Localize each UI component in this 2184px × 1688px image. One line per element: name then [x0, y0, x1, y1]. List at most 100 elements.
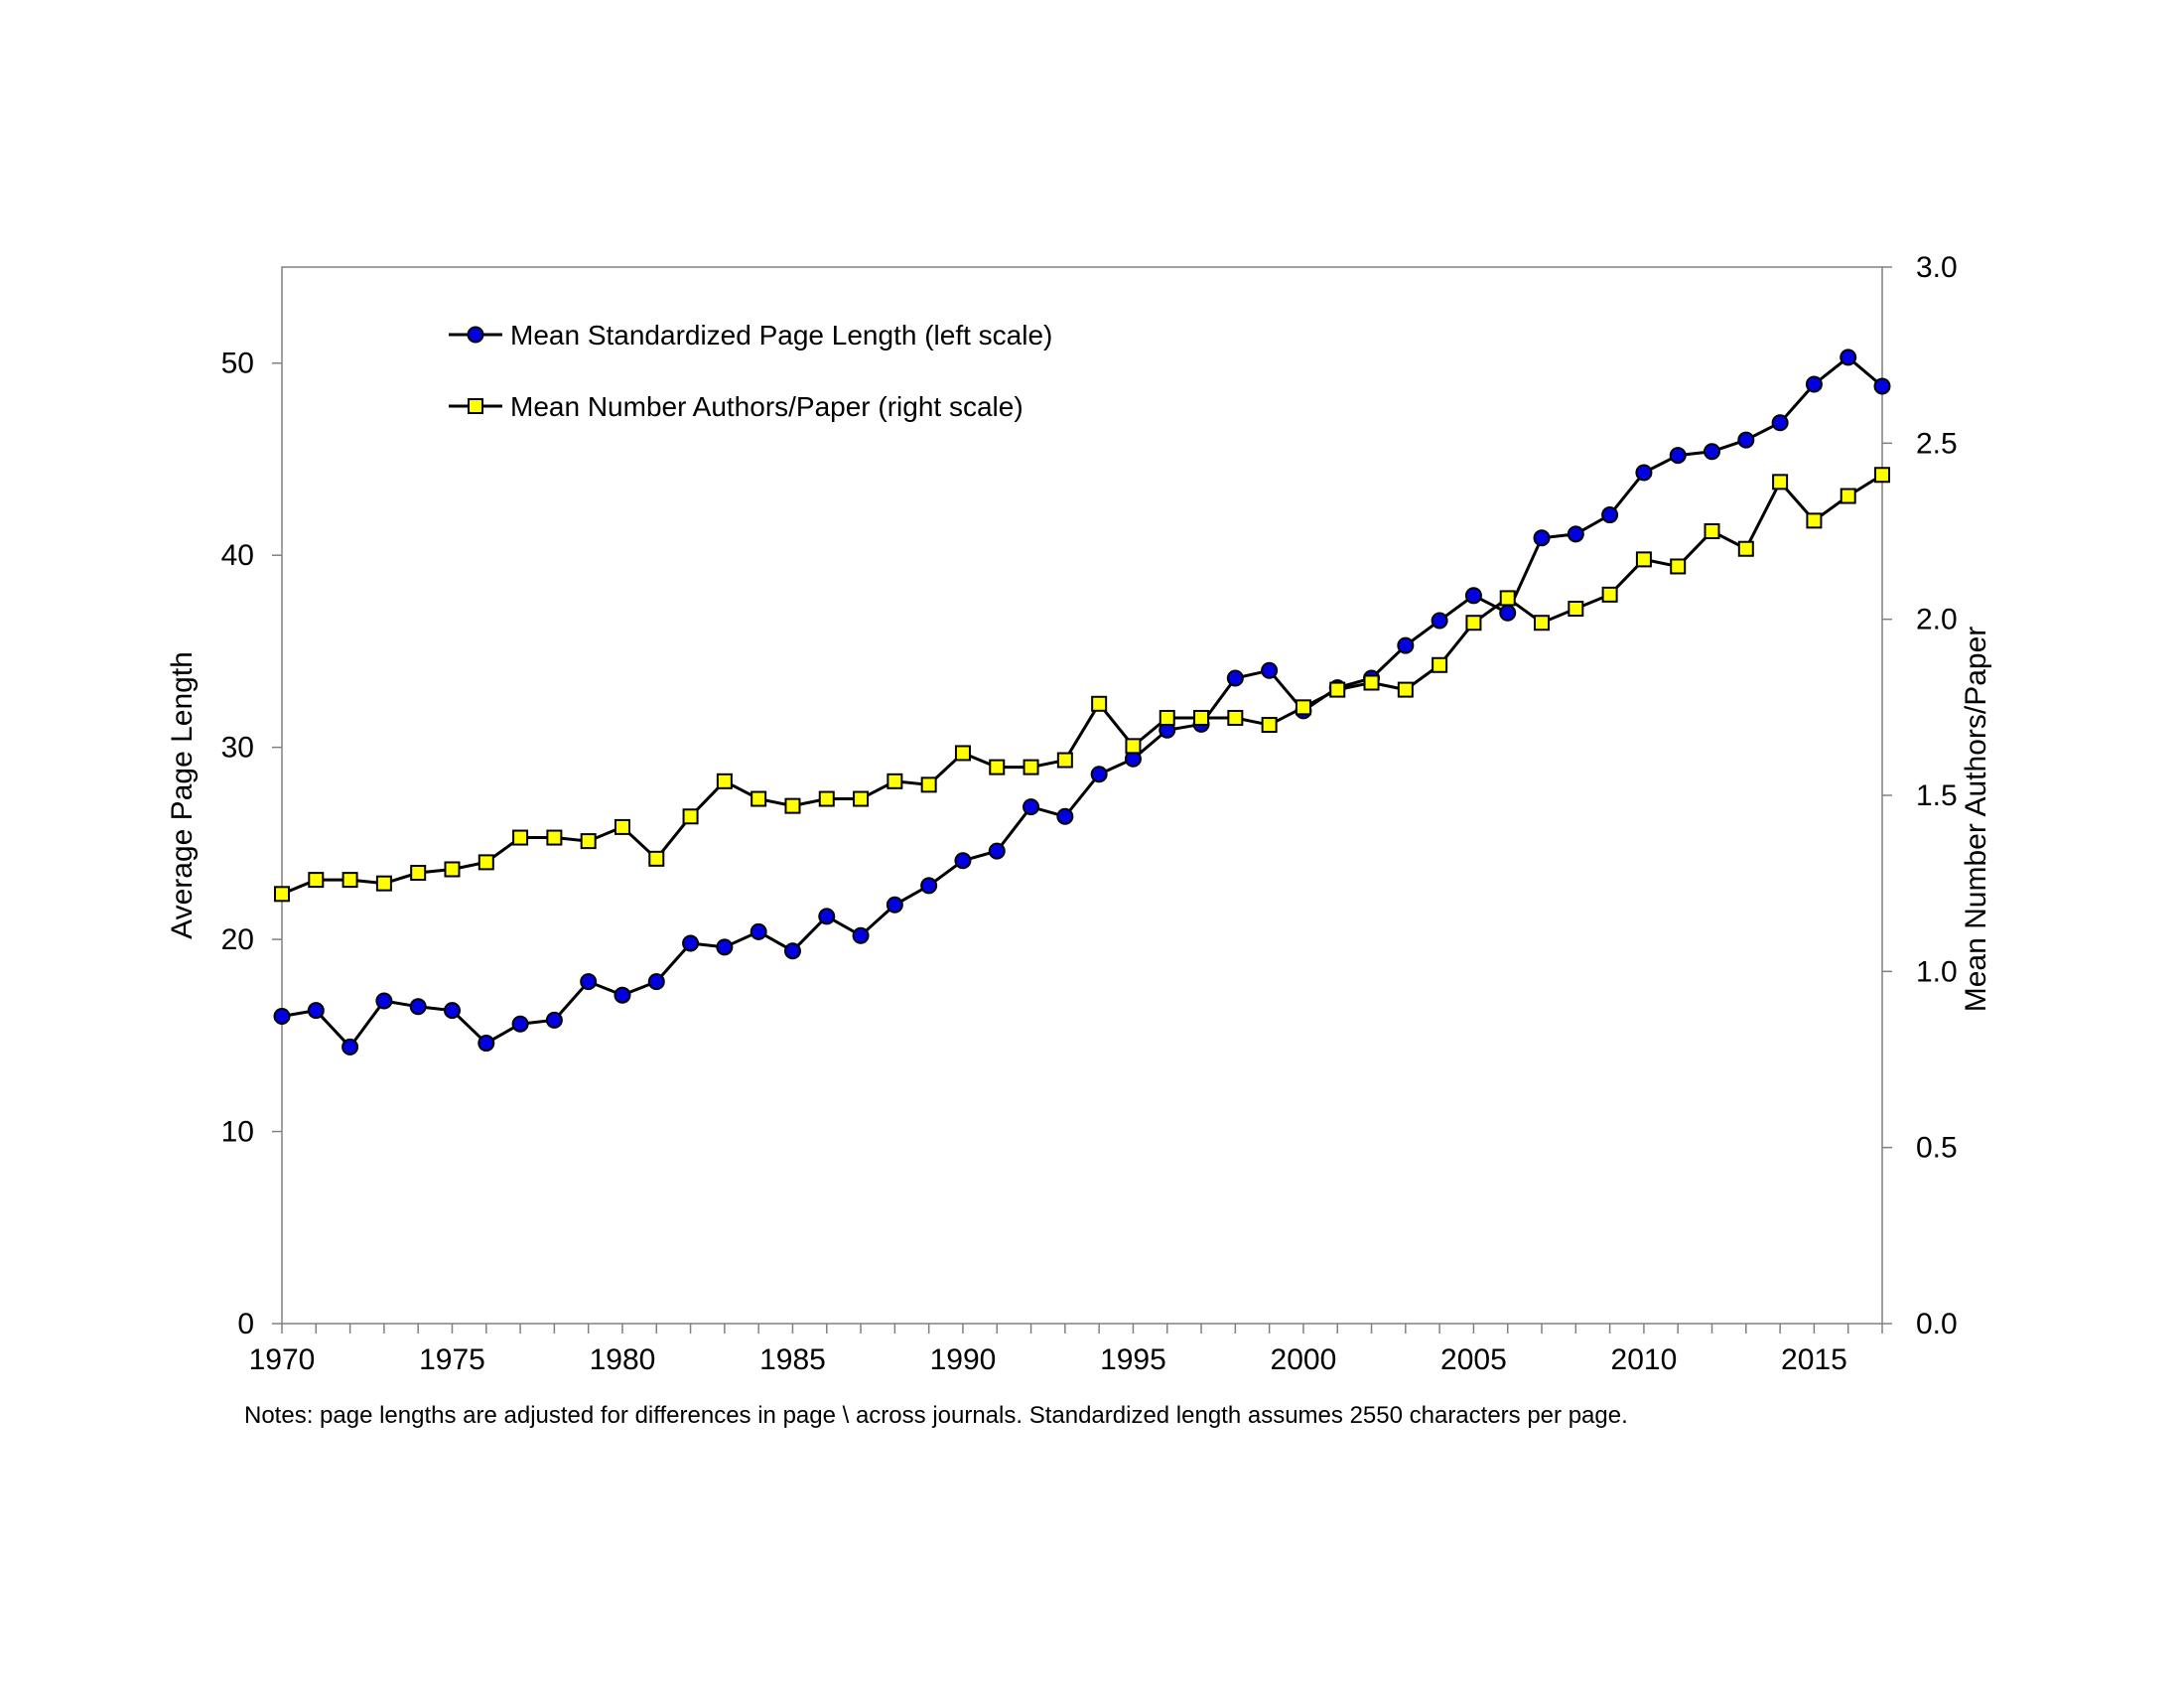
data-point-authors [954, 745, 971, 762]
data-point-authors [1125, 738, 1142, 755]
data-point-authors [1737, 540, 1754, 557]
data-point-authors [1363, 674, 1380, 691]
data-point-page-length [1601, 506, 1619, 524]
data-point-page-length [511, 1015, 529, 1033]
right-y-axis: 0.0 0.5 1.0 1.5 2.0 2.5 3.0 [1882, 251, 1958, 1340]
data-point-authors [410, 865, 427, 882]
left-axis-title: Average Page Length [166, 651, 199, 939]
left-y-axis: 0 10 20 30 40 50 [221, 348, 282, 1340]
data-point-authors [1091, 695, 1108, 712]
data-point-authors [1772, 474, 1789, 491]
data-point-page-length [750, 922, 767, 940]
data-point-authors [1329, 681, 1346, 698]
data-point-page-length [375, 992, 393, 1010]
data-point-authors [341, 872, 358, 889]
right-tick-label: 2.0 [1916, 604, 1958, 636]
left-tick-label: 40 [221, 539, 254, 572]
data-point-authors [887, 773, 903, 789]
data-point-authors [274, 886, 290, 903]
data-point-page-length [1533, 529, 1551, 547]
data-point-page-length [1805, 375, 1823, 393]
data-point-authors [580, 833, 597, 850]
data-point-authors [716, 773, 733, 789]
data-point-page-length [614, 986, 631, 1004]
x-axis: 1970 1975 1980 1985 1990 1995 2000 2005 2010 2015 [249, 1324, 1883, 1376]
data-point-authors [1193, 709, 1210, 726]
data-point-page-length [273, 1007, 291, 1025]
right-tick-label: 3.0 [1916, 251, 1958, 284]
legend-marker-authors [468, 398, 483, 414]
data-point-page-length [1704, 443, 1721, 461]
data-point-page-length [818, 908, 836, 925]
x-tick-label: 1970 [249, 1343, 316, 1376]
data-point-page-length [1023, 798, 1040, 816]
data-point-page-length [1840, 349, 1857, 366]
right-tick-label: 1.0 [1916, 955, 1958, 988]
data-point-authors [853, 790, 870, 807]
data-point-authors [1534, 615, 1551, 632]
right-tick-label: 0.5 [1916, 1132, 1958, 1165]
data-point-authors [1023, 759, 1039, 775]
x-tick-label: 2005 [1440, 1343, 1507, 1376]
data-point-authors [751, 790, 767, 807]
data-point-authors [1874, 467, 1890, 484]
data-point-authors [1806, 512, 1823, 529]
data-point-authors [1635, 551, 1652, 568]
data-point-page-length [1771, 414, 1789, 432]
right-tick-label: 1.5 [1916, 779, 1958, 812]
data-point-authors [784, 797, 801, 814]
series-line-page-length [281, 354, 1883, 1050]
data-point-page-length [307, 1002, 325, 1020]
data-point-authors [308, 872, 325, 889]
x-tick-label: 2010 [1611, 1343, 1678, 1376]
data-point-page-length [1397, 636, 1415, 654]
data-point-authors [512, 829, 529, 846]
data-point-authors [614, 818, 630, 835]
x-tick-label: 1975 [419, 1343, 485, 1376]
data-point-page-length [1056, 807, 1074, 825]
data-point-authors [1499, 590, 1516, 607]
data-point-authors [920, 776, 937, 793]
x-tick-label: 1995 [1100, 1343, 1166, 1376]
data-point-authors [1465, 615, 1482, 632]
data-point-page-length [682, 934, 700, 952]
data-point-authors [1840, 488, 1856, 504]
data-point-authors [1056, 752, 1073, 769]
x-tick-label: 2000 [1271, 1343, 1337, 1376]
x-tick-label: 1990 [930, 1343, 997, 1376]
data-point-authors [1432, 656, 1448, 673]
data-point-authors [1227, 709, 1244, 726]
data-point-page-length [1226, 669, 1244, 687]
data-point-page-length [1090, 766, 1108, 783]
data-point-authors [478, 854, 494, 871]
data-point-authors [1601, 586, 1618, 603]
data-point-page-length [1737, 431, 1755, 449]
data-point-page-length [886, 896, 903, 914]
legend-label-authors: Mean Number Authors/Paper (right scale) [510, 391, 1024, 422]
data-point-page-length [988, 842, 1006, 860]
legend: Mean Standardized Page Length (left scal… [449, 320, 1052, 422]
left-tick-label: 0 [237, 1308, 254, 1340]
data-point-page-length [1464, 587, 1482, 605]
data-point-page-length [647, 973, 665, 991]
left-tick-label: 10 [221, 1116, 254, 1149]
legend-label-page-length: Mean Standardized Page Length (left scal… [510, 320, 1052, 351]
series-layer [273, 349, 1891, 1055]
data-point-page-length [716, 938, 734, 956]
data-point-page-length [1669, 447, 1687, 465]
data-point-authors [682, 808, 699, 825]
data-point-page-length [478, 1035, 495, 1053]
data-point-page-length [443, 1002, 461, 1020]
data-point-authors [1295, 699, 1311, 716]
data-point-page-length [783, 942, 801, 960]
left-tick-label: 50 [221, 348, 254, 380]
data-point-authors [546, 829, 563, 846]
data-point-page-length [920, 877, 938, 895]
right-tick-label: 2.5 [1916, 427, 1958, 460]
data-point-authors [989, 759, 1006, 775]
data-point-page-length [954, 852, 972, 870]
x-tick-label: 1980 [590, 1343, 656, 1376]
data-point-page-length [545, 1011, 563, 1029]
data-point-authors [1397, 681, 1414, 698]
